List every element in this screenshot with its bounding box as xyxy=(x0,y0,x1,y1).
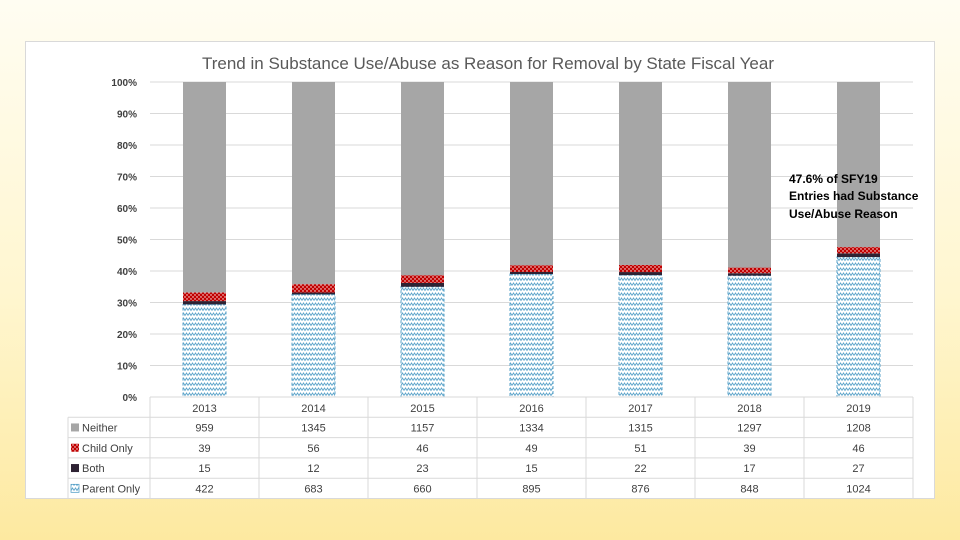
bar-segment-child-only xyxy=(837,247,880,254)
table-cell-both: 15 xyxy=(198,463,210,475)
bar-segment-neither xyxy=(183,82,226,293)
bar-segment-neither xyxy=(401,82,444,276)
table-cell-child-only: 39 xyxy=(198,443,210,455)
table-header-category: 2014 xyxy=(301,403,325,415)
table-cell-neither: 1345 xyxy=(301,422,325,434)
table-header-category: 2016 xyxy=(519,403,543,415)
table-cell-neither: 1208 xyxy=(846,422,870,434)
bar-segment-neither xyxy=(510,82,553,266)
table-cell-parent-only: 895 xyxy=(522,483,540,495)
legend-key-child-only xyxy=(71,443,79,452)
bars xyxy=(182,82,881,398)
table-cell-child-only: 51 xyxy=(634,443,646,455)
legend-label-both: Both xyxy=(82,463,105,475)
table-header-category: 2017 xyxy=(628,403,652,415)
table-cell-both: 12 xyxy=(307,463,319,475)
legend-key-both xyxy=(71,464,79,473)
bar-segment-both xyxy=(292,292,335,295)
bar-segment-neither xyxy=(728,82,771,268)
y-tick-label: 80% xyxy=(117,141,137,152)
y-axis-ticks: 0% 10% 20% 30% 40% 50% 60% 70% 80% 90% 100% xyxy=(111,78,137,404)
y-tick-label: 50% xyxy=(117,236,137,247)
bar-segment-parent-only xyxy=(291,293,336,398)
y-tick-label: 10% xyxy=(117,362,137,373)
bar-segment-child-only xyxy=(510,265,553,272)
bar-segment-neither xyxy=(619,82,662,265)
annotation-line-1: 47.6% of SFY19 xyxy=(789,172,878,186)
table-cell-both: 23 xyxy=(416,463,428,475)
chart-title: Trend in Substance Use/Abuse as Reason f… xyxy=(202,54,774,73)
y-tick-label: 90% xyxy=(117,110,137,121)
bar-segment-both xyxy=(728,273,771,276)
bar-segment-parent-only xyxy=(182,303,227,398)
table-cell-both: 22 xyxy=(634,463,646,475)
table-cell-child-only: 46 xyxy=(416,443,428,455)
bar-segment-parent-only xyxy=(400,286,445,398)
annotation-line-3: Use/Abuse Reason xyxy=(789,207,898,221)
table-header-category: 2018 xyxy=(737,403,761,415)
bar-segment-parent-only xyxy=(509,273,554,398)
bar-segment-parent-only xyxy=(836,256,881,398)
y-tick-label: 30% xyxy=(117,299,137,310)
table-header-category: 2015 xyxy=(410,403,434,415)
bar-segment-both xyxy=(183,301,226,305)
bar-segment-both xyxy=(401,282,444,287)
legend-label-parent-only: Parent Only xyxy=(82,483,141,495)
bar-segment-child-only xyxy=(619,264,662,273)
bar-segment-neither xyxy=(292,82,335,285)
table-cell-child-only: 49 xyxy=(525,443,537,455)
y-tick-label: 0% xyxy=(123,393,138,404)
table-header-category: 2019 xyxy=(846,403,870,415)
data-table: 2013 2014 2015 2016 2017 2018 2019 Neither 959 13… xyxy=(67,396,914,498)
table-header-category: 2013 xyxy=(192,403,216,415)
table-cell-neither: 959 xyxy=(195,422,213,434)
legend-label-neither: Neither xyxy=(82,422,118,434)
table-cell-neither: 1157 xyxy=(411,422,435,434)
bar-segment-neither xyxy=(837,82,880,248)
table-cell-parent-only: 848 xyxy=(740,483,758,495)
table-cell-parent-only: 1024 xyxy=(846,483,870,495)
table-cell-child-only: 56 xyxy=(307,443,319,455)
table-cell-both: 17 xyxy=(743,463,755,475)
bar-segment-child-only xyxy=(292,284,335,293)
stacked-bar-chart: Trend in Substance Use/Abuse as Reason f… xyxy=(67,54,919,498)
bar-segment-parent-only xyxy=(727,275,772,398)
table-cell-parent-only: 660 xyxy=(413,483,431,495)
table-cell-parent-only: 683 xyxy=(304,483,322,495)
y-tick-label: 40% xyxy=(117,267,137,278)
y-tick-label: 100% xyxy=(111,78,137,89)
y-tick-label: 60% xyxy=(117,204,137,215)
legend-key-neither xyxy=(71,423,79,432)
bar-segment-child-only xyxy=(728,267,771,274)
bar-segment-both xyxy=(837,253,880,258)
table-cell-child-only: 39 xyxy=(743,443,755,455)
bar-segment-both xyxy=(619,272,662,276)
table-cell-parent-only: 422 xyxy=(195,483,213,495)
legend-label-child-only: Child Only xyxy=(82,443,133,455)
legend-key-parent-only xyxy=(70,483,80,493)
bar-segment-child-only xyxy=(401,275,444,283)
table-cell-neither: 1334 xyxy=(519,422,543,434)
bar-segment-both xyxy=(510,271,553,275)
y-tick-label: 70% xyxy=(117,173,137,184)
annotation-line-2: Entries had Substance xyxy=(789,189,919,203)
table-cell-child-only: 46 xyxy=(852,443,864,455)
table-cell-both: 15 xyxy=(525,463,537,475)
table-cell-neither: 1297 xyxy=(737,422,761,434)
chart-card: Trend in Substance Use/Abuse as Reason f… xyxy=(25,41,935,499)
table-cell-both: 27 xyxy=(852,463,864,475)
y-tick-label: 20% xyxy=(117,330,137,341)
bar-segment-child-only xyxy=(183,292,226,302)
table-cell-neither: 1315 xyxy=(628,422,652,434)
table-cell-parent-only: 876 xyxy=(631,483,649,495)
bar-segment-parent-only xyxy=(618,274,663,398)
